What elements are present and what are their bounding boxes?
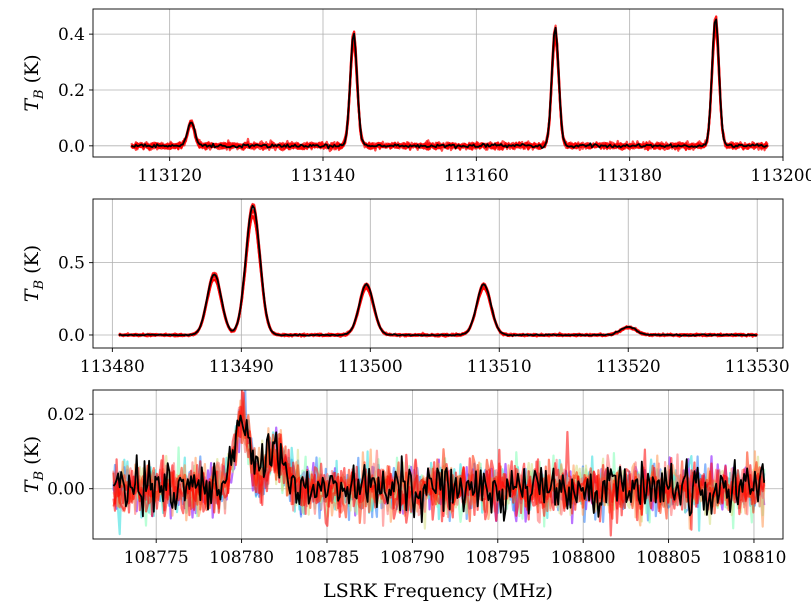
x-tick-label: 108805 <box>636 548 701 568</box>
x-tick-label: 108795 <box>465 548 530 568</box>
x-tick-label: 113500 <box>338 357 403 377</box>
y-axis-label: TB (K) <box>21 245 47 302</box>
axes-frame <box>92 198 784 349</box>
sample-series-line <box>118 202 758 338</box>
sample-series-line <box>112 390 766 537</box>
x-tick-label: 108780 <box>209 548 274 568</box>
y-tick-label: 0.0 <box>58 137 85 157</box>
observed-series-line <box>118 204 758 337</box>
axes-frame <box>92 389 784 540</box>
x-tick-label: 108785 <box>295 548 360 568</box>
plot-area <box>112 390 766 537</box>
x-tick-label: 113140 <box>291 166 356 186</box>
observed-series-line <box>130 18 768 150</box>
x-tick-label: 108800 <box>551 548 616 568</box>
x-tick-label: 113160 <box>444 166 509 186</box>
chart-panel-bottom: 108775 108780 108785 108790 108795 108800 1088… <box>21 389 786 602</box>
sample-series-line <box>118 203 758 338</box>
chart-panel-top: 113120 113140 113160 113180 113200 0.0 0.2 0.4 T… <box>21 8 811 186</box>
x-tick-label: 113490 <box>209 357 274 377</box>
sample-series-line <box>130 27 769 152</box>
x-tick-label: 108810 <box>722 548 787 568</box>
x-tick-label: 108790 <box>380 548 445 568</box>
sample-series-line <box>130 26 768 153</box>
y-axis-label: TB (K) <box>21 436 47 493</box>
observed-series-line <box>112 414 766 524</box>
sample-series-line <box>130 22 769 152</box>
grid <box>93 199 783 348</box>
chart-panel-middle: 113480 113490 113500 113510 113520 113530 0.0 0… <box>21 198 790 377</box>
x-tick-label: 113520 <box>596 357 661 377</box>
y-tick-label: 0.4 <box>58 25 85 45</box>
y-tick-label: 0.00 <box>47 480 85 500</box>
x-axis-label: LSRK Frequency (MHz) <box>323 580 553 602</box>
y-tick-label: 0.2 <box>58 81 85 101</box>
y-tick-label: 0.02 <box>47 405 85 425</box>
plot-area <box>130 15 769 153</box>
plot-area <box>118 202 759 338</box>
sample-series-line <box>130 15 769 152</box>
x-tick-label: 113480 <box>80 357 145 377</box>
x-tick-label: 113200 <box>751 166 811 186</box>
sample-series-line <box>130 21 768 152</box>
x-tick-label: 113530 <box>725 357 790 377</box>
x-tick-label: 108775 <box>124 548 189 568</box>
sample-series-line <box>130 15 769 152</box>
x-tick-label: 113510 <box>467 357 532 377</box>
x-tick-label: 113180 <box>597 166 662 186</box>
axes-frame <box>92 8 784 158</box>
x-tick-label: 113120 <box>137 166 202 186</box>
y-tick-label: 0.5 <box>58 254 85 274</box>
y-tick-label: 0.0 <box>58 326 85 346</box>
y-axis-label: TB (K) <box>21 54 47 111</box>
sample-series-line <box>130 22 769 152</box>
